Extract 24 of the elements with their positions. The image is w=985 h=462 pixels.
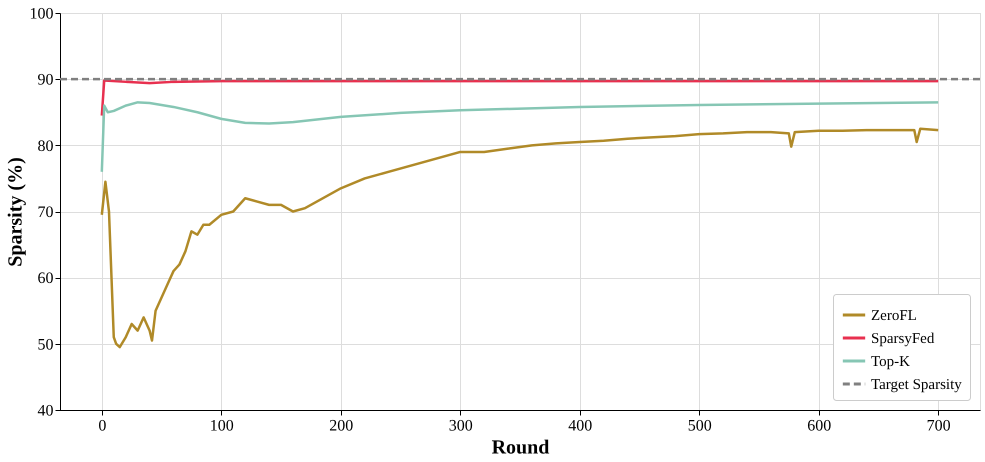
y-tick-label: 80 [38, 138, 54, 155]
y-tick-label: 50 [38, 336, 54, 354]
line-series [100, 128, 940, 348]
y-axis-title: Sparsity (%) [4, 157, 26, 267]
x-tick-label: 400 [568, 418, 592, 434]
legend-label: ZeroFL [871, 308, 917, 324]
line-series [100, 101, 940, 174]
y-tick-label: 40 [38, 402, 54, 420]
x-tick-label: 500 [688, 418, 712, 434]
legend-label: SparsyFed [871, 331, 935, 347]
x-axis-title: Round [492, 436, 550, 458]
y-tick-label: 90 [38, 72, 54, 89]
x-tick-label: 600 [807, 418, 832, 434]
line-series [100, 79, 940, 117]
x-tick-label: 0 [98, 418, 106, 434]
y-tick-label: 70 [38, 204, 54, 221]
x-tick-label: 300 [448, 418, 473, 434]
x-tick-label: 100 [210, 418, 234, 434]
y-tick-label: 100 [30, 6, 54, 22]
x-tick-label: 200 [329, 418, 354, 434]
legend-label: Target Sparsity [871, 377, 962, 393]
x-tick-label: 700 [926, 418, 951, 434]
legend-label: Top-K [871, 354, 910, 370]
y-tick-label: 60 [38, 270, 54, 288]
